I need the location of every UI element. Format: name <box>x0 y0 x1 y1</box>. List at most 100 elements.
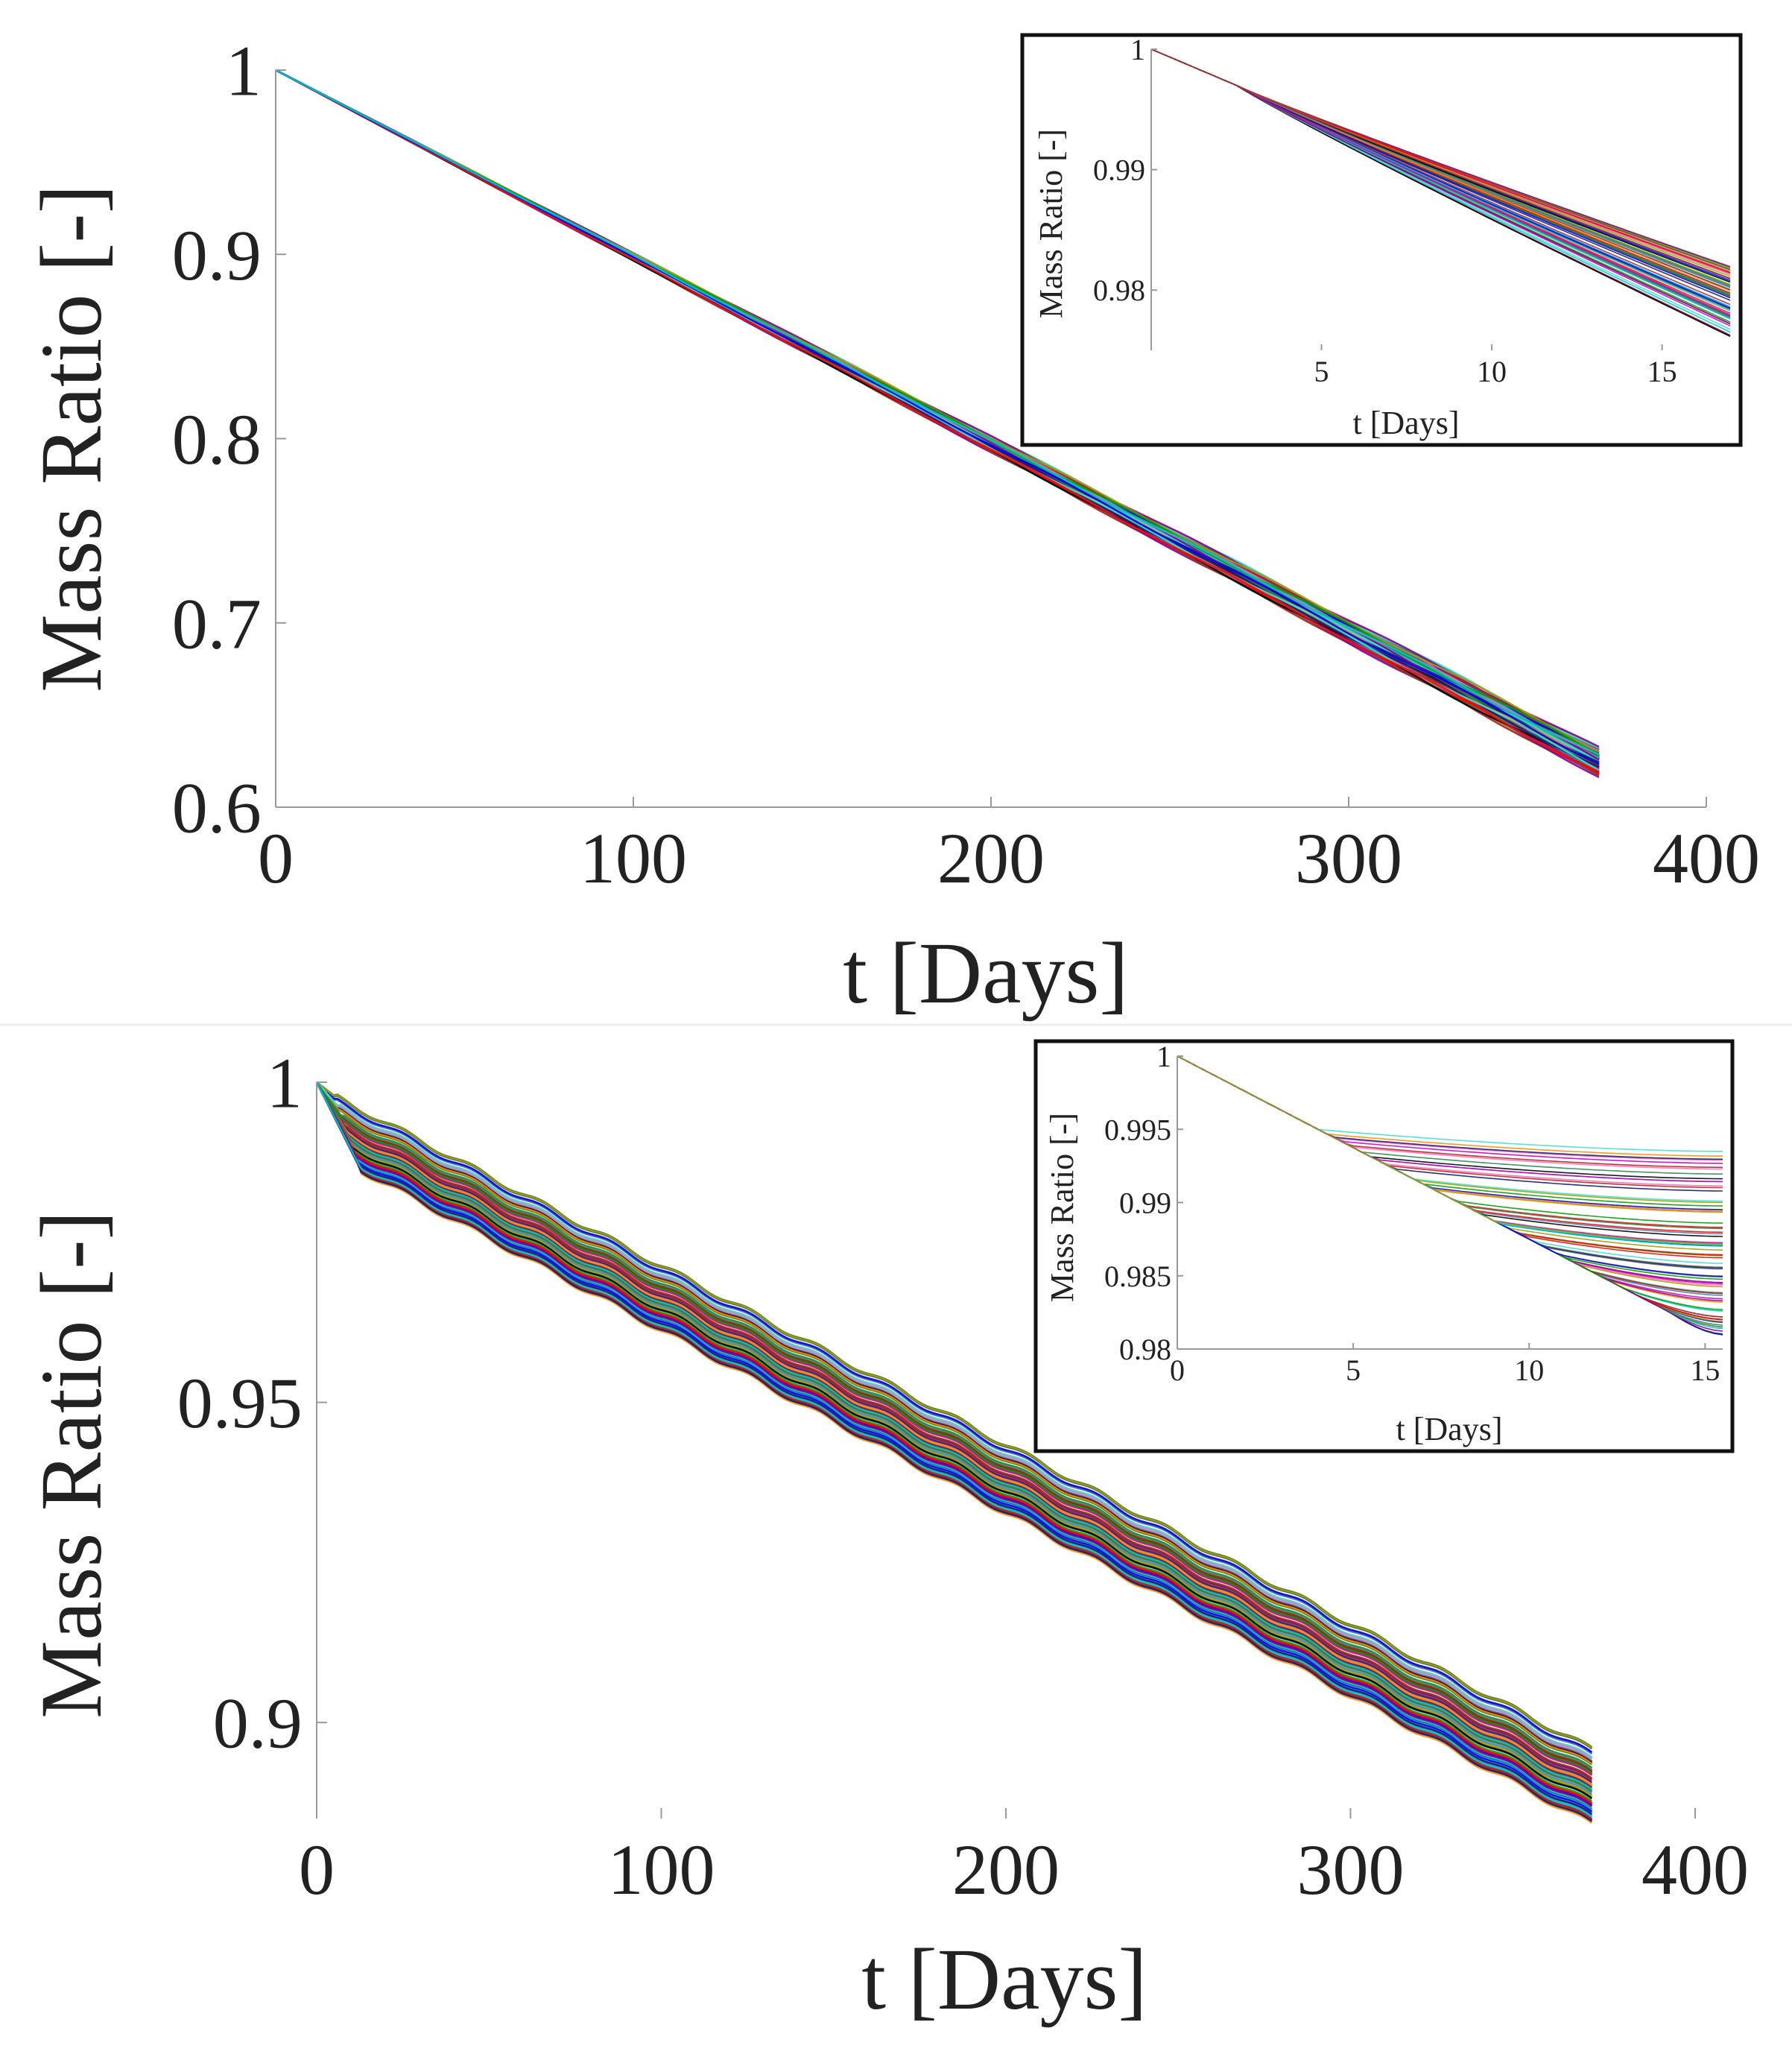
bottom-main-series-line <box>316 1081 1593 1760</box>
bottom-main-series-line <box>315 1081 1593 1776</box>
top-main-y-tick-label: 0.8 <box>172 399 262 479</box>
top-main-x-tick-label: 400 <box>1653 818 1760 898</box>
bottom-inset-ticks <box>1177 1055 1706 1350</box>
bottom-main-series-line <box>315 1081 1593 1816</box>
top-inset-y-axis-label: Mass Ratio [-] <box>1033 129 1069 318</box>
bottom-inset: 0 5 10 15 0.98 0.985 0.99 0.995 1 t [Days] Mass… <box>1033 1039 1735 1453</box>
top-main-series-group <box>275 69 1600 779</box>
bottom-inset-frame <box>1033 1039 1735 1453</box>
top-main-ticks <box>275 69 1707 808</box>
top-main-x-tick-label: 100 <box>580 818 687 898</box>
top-inset-y-tick-label: 0.99 <box>1093 154 1145 187</box>
bottom-main-x-tick-label: 100 <box>608 1830 715 1909</box>
top-inset: 5 10 15 0.98 0.99 1 t [Days] Mass Ratio [-] <box>1020 33 1743 447</box>
bottom-main-series-line <box>315 1081 1593 1797</box>
bottom-main-series-line <box>316 1081 1593 1754</box>
bottom-main-x-axis-label: t [Days] <box>861 1930 1147 2028</box>
bottom-main-y-tick-label: 1 <box>267 1043 303 1123</box>
bottom-main-series-line <box>315 1081 1593 1802</box>
top-panel: 0 100 200 300 400 0.6 0.7 0.8 0.9 1 t [Days] Mas… <box>22 31 1760 1022</box>
bottom-main-series-line <box>315 1081 1593 1773</box>
top-main-y-tick-labels: 0.6 0.7 0.8 0.9 1 <box>172 31 262 848</box>
bottom-main-x-tick-label: 300 <box>1297 1830 1405 1909</box>
bottom-main-x-tick-label: 0 <box>299 1830 335 1909</box>
bottom-main-y-tick-labels: 0.9 0.95 1 <box>177 1043 303 1763</box>
bottom-main-series-line <box>316 1081 1593 1754</box>
top-inset-x-tick-labels: 5 10 15 <box>1314 355 1677 388</box>
bottom-main-series-line <box>315 1081 1593 1769</box>
top-main-x-axis-label: t [Days] <box>843 924 1128 1022</box>
bottom-main-series-line <box>315 1081 1593 1816</box>
top-main-x-tick-label: 300 <box>1295 818 1402 898</box>
bottom-main-y-tick-label: 0.9 <box>213 1684 303 1763</box>
bottom-main-series-line <box>315 1081 1593 1820</box>
top-inset-x-axis-label: t [Days] <box>1353 405 1460 441</box>
bottom-main-series-line <box>315 1081 1593 1784</box>
bottom-main-series-line <box>315 1081 1593 1782</box>
top-inset-x-tick-label: 5 <box>1314 355 1329 388</box>
bottom-inset-x-axis-label: t [Days] <box>1396 1411 1503 1447</box>
bottom-inset-x-tick-label: 5 <box>1346 1353 1361 1387</box>
top-main-series-line <box>275 69 1600 773</box>
bottom-main-series-line <box>315 1081 1593 1813</box>
bottom-main-series-line <box>315 1081 1593 1789</box>
bottom-inset-y-tick-label: 0.985 <box>1104 1260 1171 1293</box>
top-inset-x-tick-label: 15 <box>1647 355 1677 388</box>
bottom-main-series-line <box>315 1081 1593 1775</box>
bottom-inset-x-tick-label: 15 <box>1690 1353 1720 1387</box>
bottom-main-series-line <box>315 1081 1593 1807</box>
top-main-y-tick-label: 1 <box>226 31 262 111</box>
bottom-main-series-line <box>316 1081 1593 1758</box>
top-inset-series-line <box>1150 48 1731 279</box>
top-inset-y-tick-label: 1 <box>1130 33 1145 66</box>
bottom-main-series-line <box>315 1081 1593 1791</box>
top-inset-y-tick-labels: 0.98 0.99 1 <box>1093 33 1145 307</box>
bottom-main-series-line <box>315 1081 1593 1804</box>
bottom-main-series-line <box>315 1081 1593 1781</box>
top-main-x-tick-labels: 0 100 200 300 400 <box>258 818 1760 898</box>
bottom-main-series-line <box>315 1081 1593 1818</box>
top-main-y-tick-label: 0.7 <box>172 584 262 663</box>
top-inset-y-tick-label: 0.98 <box>1093 274 1145 307</box>
bottom-panel: 0 100 200 300 400 0.90.951 t [Days] Mass Rat… <box>22 1039 1749 2028</box>
top-main-y-axis-label: Mass Ratio [-] <box>22 184 120 692</box>
bottom-main-series-line <box>315 1081 1593 1810</box>
bottom-main-ticks <box>316 1081 1696 1819</box>
bottom-main-series-line <box>315 1081 1593 1795</box>
bottom-main-series-line <box>315 1081 1593 1792</box>
bottom-inset-y-tick-label: 0.99 <box>1119 1187 1171 1220</box>
bottom-inset-series-line <box>1177 1055 1723 1245</box>
top-inset-series-group <box>1150 48 1731 338</box>
bottom-main-series-line <box>315 1081 1593 1771</box>
bottom-inset-x-tick-labels: 0 5 10 15 <box>1170 1353 1720 1387</box>
bottom-inset-y-tick-label: 1 <box>1156 1040 1171 1073</box>
bottom-inset-series-group <box>1177 1055 1723 1336</box>
bottom-main-x-tick-label: 200 <box>952 1830 1060 1909</box>
bottom-main-series-line <box>315 1081 1593 1779</box>
bottom-main-y-axis-label: Mass Ratio [-] <box>22 1210 120 1719</box>
bottom-main-series-line <box>315 1081 1593 1824</box>
bottom-main-series-line <box>316 1081 1593 1765</box>
top-inset-ticks <box>1151 48 1663 350</box>
bottom-inset-y-tick-label: 0.98 <box>1119 1333 1171 1366</box>
bottom-main-series-line <box>315 1081 1593 1822</box>
bottom-inset-x-tick-label: 0 <box>1170 1353 1185 1387</box>
bottom-inset-y-tick-label: 0.995 <box>1104 1113 1171 1146</box>
top-main-x-tick-label: 200 <box>937 818 1045 898</box>
bottom-main-y-tick-label: 0.95 <box>177 1363 303 1443</box>
bottom-main-x-tick-labels: 0 100 200 300 400 <box>299 1830 1749 1909</box>
bottom-main-series-line <box>315 1081 1593 1787</box>
bottom-inset-y-axis-label: Mass Ratio [-] <box>1044 1113 1080 1302</box>
top-main-x-tick-label: 0 <box>258 818 294 898</box>
top-main-y-tick-label: 0.6 <box>172 768 262 848</box>
bottom-main-series-line <box>315 1081 1593 1799</box>
bottom-main-x-tick-label: 400 <box>1641 1830 1749 1909</box>
bottom-main-series-group <box>315 1081 1593 1824</box>
bottom-inset-y-tick-labels: 0.98 0.985 0.99 0.995 1 <box>1104 1040 1171 1366</box>
top-main-y-tick-label: 0.9 <box>172 215 262 295</box>
top-main-series-line <box>275 69 1600 756</box>
bottom-inset-x-tick-label: 10 <box>1514 1353 1544 1387</box>
top-inset-x-tick-label: 10 <box>1477 355 1507 388</box>
